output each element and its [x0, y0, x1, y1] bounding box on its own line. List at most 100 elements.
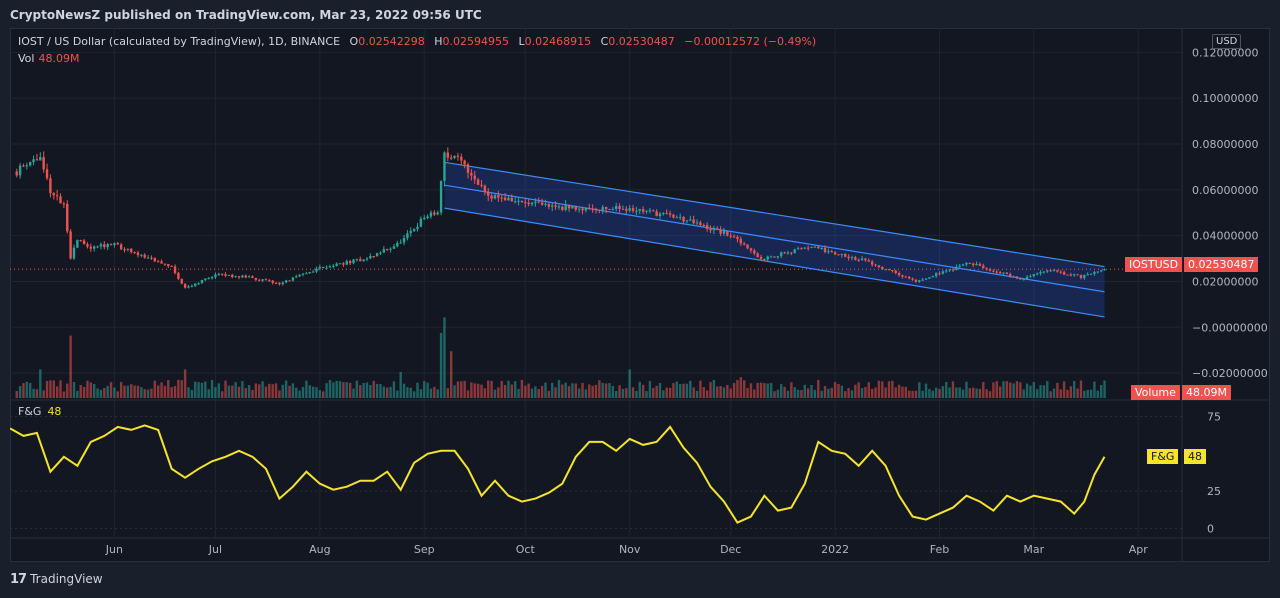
volume-bar [281, 384, 284, 398]
volume-bar [1099, 385, 1103, 398]
currency-button[interactable]: USD [1212, 34, 1242, 49]
candle-body [1022, 279, 1025, 281]
x-tick-label: Feb [930, 543, 949, 556]
volume-bar [473, 383, 476, 398]
candle-body [571, 206, 574, 209]
volume-bar [183, 369, 187, 398]
volume-bar [870, 388, 874, 398]
volume-bar [618, 385, 621, 398]
candle-body [968, 262, 972, 264]
volume-bar [732, 382, 736, 398]
volume-bar [55, 386, 59, 398]
candle-body [985, 268, 988, 270]
volume-bar [146, 389, 150, 398]
candle-body [1035, 273, 1039, 275]
open-key: O [349, 35, 359, 48]
candle-body [200, 280, 204, 284]
x-tick-label: Dec [720, 543, 741, 556]
volume-bar [571, 383, 574, 398]
candle-body [945, 270, 948, 272]
volume-bar [941, 386, 945, 398]
price-tick-label: −0.00000000 [1192, 321, 1268, 334]
candle-body [1002, 272, 1005, 274]
volume-bar [682, 383, 685, 398]
candle-body [463, 160, 466, 165]
low-value: 0.02468915 [524, 35, 592, 48]
volume-bar [143, 389, 146, 398]
candle-body [1009, 273, 1012, 277]
candle-body [594, 208, 598, 211]
volume-bar [1025, 383, 1029, 398]
candle-body [840, 253, 844, 256]
candle-body [375, 253, 379, 257]
volume-bar [500, 380, 503, 398]
candle-body [581, 208, 584, 211]
volume-bar [551, 382, 554, 398]
volume-bar [1079, 380, 1083, 398]
volume-bar [453, 385, 456, 398]
volume-bar [89, 382, 93, 398]
chart-frame[interactable] [10, 28, 1270, 562]
candle-body [712, 228, 716, 231]
candle-body [372, 256, 375, 258]
tradingview-logo[interactable]: 17 TradingView [10, 572, 103, 587]
price-tick-label: 0.02000000 [1192, 275, 1258, 288]
volume-bar [695, 390, 699, 398]
volume-bar [1032, 381, 1036, 398]
volume-bar [487, 380, 490, 398]
candle-body [769, 256, 773, 258]
volume-bar [449, 351, 453, 398]
volume-bar [803, 384, 807, 398]
volume-bar [678, 383, 682, 398]
candle-body [76, 240, 79, 248]
candle-body [1079, 274, 1083, 279]
channel-lower-line [444, 207, 1105, 318]
volume-bar [18, 386, 22, 398]
fg-tag: F&G [1147, 449, 1179, 464]
volume-bar [850, 390, 854, 398]
volume-bar [985, 389, 988, 398]
volume-bar [1052, 388, 1056, 398]
candle-body [699, 222, 702, 225]
candle-body [588, 207, 591, 209]
candle-body [234, 276, 237, 278]
volume-bar [648, 381, 652, 398]
volume-bar [769, 382, 773, 398]
volume-bar [780, 384, 783, 398]
candle-body [69, 231, 72, 259]
volume-bar [921, 390, 924, 398]
price-tick-label: −0.02000000 [1192, 367, 1268, 380]
brand-name: TradingView [30, 572, 103, 586]
candle-body [25, 165, 29, 167]
candle-body [254, 277, 258, 280]
candle-body [365, 258, 369, 260]
volume-bar [746, 387, 749, 398]
volume-bar [547, 390, 551, 398]
fg-legend: F&G 48 [18, 405, 61, 418]
volume-bar [113, 387, 116, 398]
volume-bar [945, 382, 948, 398]
volume-bar [857, 382, 860, 398]
volume-bar [1089, 389, 1093, 398]
candle-body [722, 231, 726, 234]
volume-bar [436, 389, 439, 398]
candle-body [901, 275, 904, 277]
volume-bar [375, 383, 379, 398]
volume-bar [443, 317, 446, 398]
volume-bar [1086, 389, 1089, 398]
volume-bar [372, 380, 375, 398]
candle-body [443, 152, 446, 181]
channel-middle-line [444, 184, 1105, 293]
candle-body [850, 257, 854, 259]
candle-body [833, 252, 837, 255]
candle-body [153, 257, 157, 262]
price-chart[interactable]: 0.12000000 0.10000000 0.08000000 0.06000000… [10, 28, 1270, 562]
volume-bar [864, 386, 867, 398]
volume-bar [311, 386, 315, 398]
candle-body [436, 212, 439, 215]
volume-bar [847, 387, 850, 398]
volume-bar [106, 385, 109, 398]
volume-bar [709, 382, 712, 398]
candle-body [325, 267, 328, 269]
candle-body [389, 248, 392, 250]
